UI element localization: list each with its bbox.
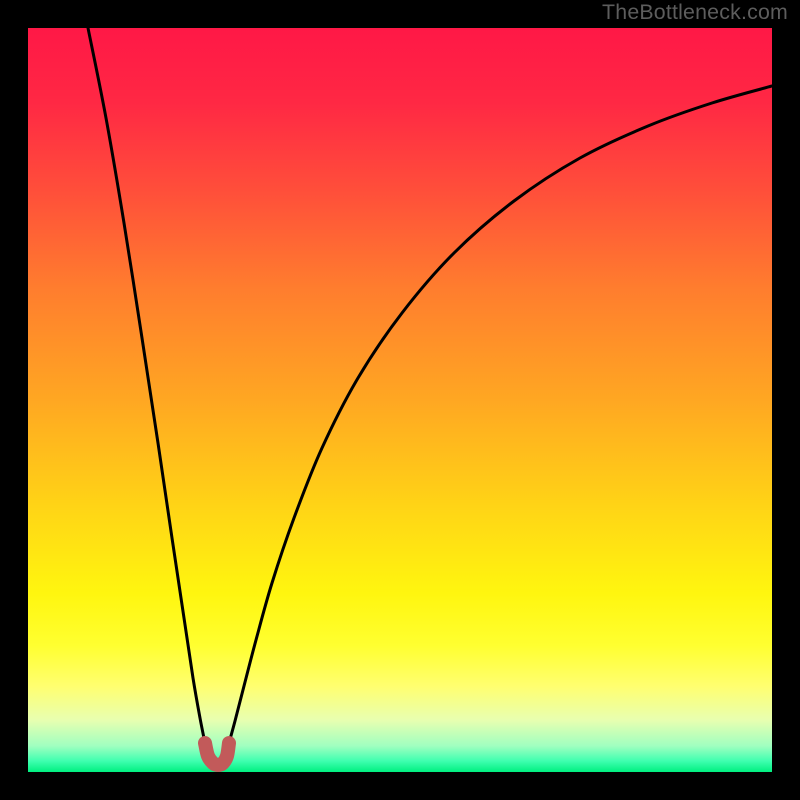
plot-area	[28, 28, 772, 772]
bottleneck-curve-right	[229, 86, 772, 743]
bottleneck-curve-left	[88, 28, 205, 743]
chart-container: TheBottleneck.com	[0, 0, 800, 800]
watermark-text: TheBottleneck.com	[602, 0, 788, 25]
dip-marker	[205, 743, 229, 765]
curve-overlay	[28, 28, 772, 772]
